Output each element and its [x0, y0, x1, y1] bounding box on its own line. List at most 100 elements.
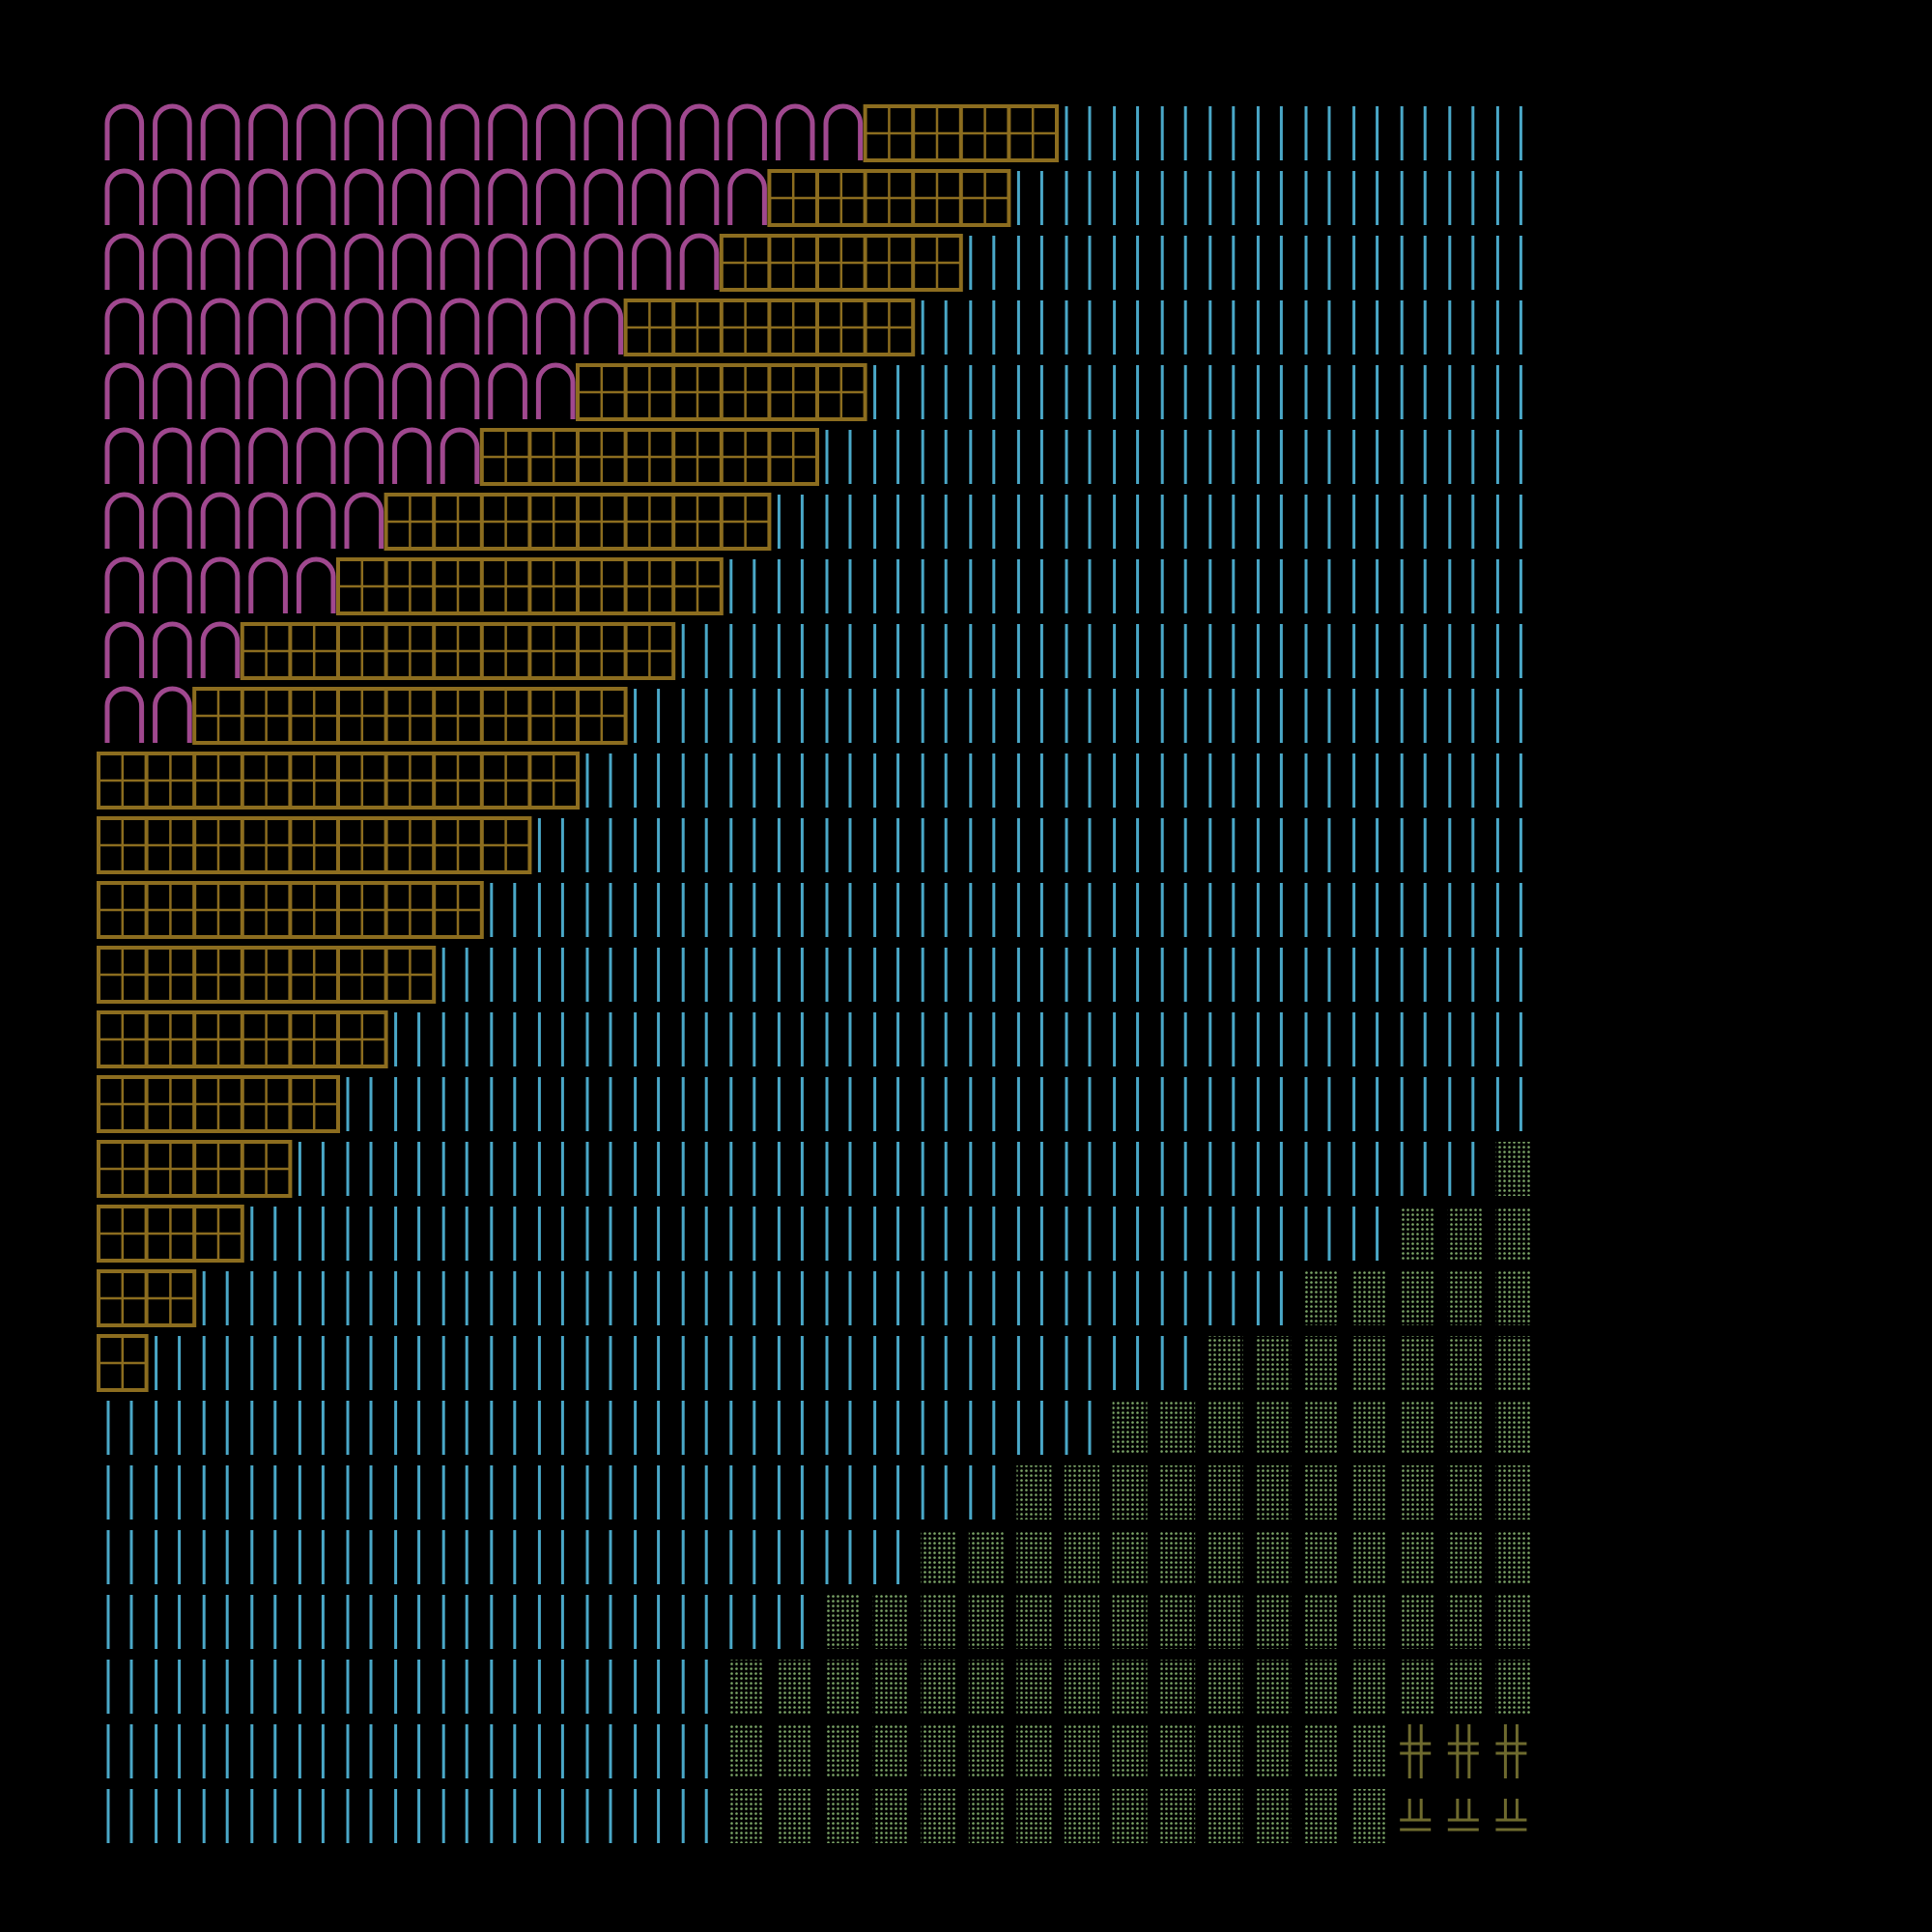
arch-glyph: [104, 621, 145, 678]
arch-glyph: [583, 233, 624, 290]
dot-block: [1256, 1789, 1292, 1843]
arch-glyph: [440, 103, 480, 160]
dot-block: [921, 1789, 956, 1843]
arch-glyph: [679, 103, 720, 160]
arch-glyph: [296, 556, 336, 613]
dot-block: [1208, 1465, 1243, 1520]
arch-glyph: [200, 621, 241, 678]
dot-block: [1112, 1530, 1148, 1584]
arch-glyph: [583, 103, 624, 160]
arch-glyph: [153, 621, 192, 678]
dot-block: [1208, 1595, 1243, 1649]
arch-glyph: [583, 298, 624, 355]
dot-block: [1065, 1595, 1099, 1649]
arch-glyph: [296, 168, 336, 225]
dot-block: [872, 1789, 908, 1843]
dot-block: [1112, 1724, 1148, 1778]
arch-glyph: [535, 103, 576, 160]
dot-block: [1447, 1207, 1483, 1261]
arch-glyph: [200, 427, 241, 484]
dot-block: [1256, 1660, 1292, 1714]
dot-block: [1016, 1724, 1052, 1778]
dot-block: [1016, 1789, 1052, 1843]
dot-block: [968, 1789, 1004, 1843]
arch-glyph: [535, 298, 576, 355]
box-junction-glyph: [1400, 1724, 1432, 1778]
arch-glyph: [248, 168, 288, 225]
arch-glyph: [104, 427, 145, 484]
dot-block: [1065, 1465, 1099, 1520]
arch-glyph: [296, 298, 336, 355]
arch-glyph: [440, 168, 480, 225]
arch-glyph: [248, 233, 288, 290]
arch-glyph: [153, 298, 192, 355]
box-junction-glyph: [1400, 1799, 1432, 1832]
arch-glyph: [153, 168, 192, 225]
dot-block: [968, 1595, 1004, 1649]
dot-block: [1495, 1530, 1531, 1584]
dot-block: [1351, 1271, 1387, 1325]
arch-glyph: [488, 298, 527, 355]
box-junction-glyph: [1447, 1724, 1479, 1778]
arch-glyph: [296, 427, 336, 484]
arch-glyph: [344, 492, 384, 549]
dot-block: [968, 1660, 1004, 1714]
dot-block: [1351, 1401, 1387, 1455]
dot-block: [1160, 1660, 1196, 1714]
arch-glyph: [488, 168, 527, 225]
arch-glyph: [248, 492, 288, 549]
arch-glyph: [296, 233, 336, 290]
arch-glyph: [296, 492, 336, 549]
dot-block: [1160, 1724, 1196, 1778]
dot-block: [1495, 1271, 1531, 1325]
arch-glyph: [535, 168, 576, 225]
arch-glyph: [200, 362, 241, 419]
arch-glyph: [392, 298, 432, 355]
arch-glyph: [679, 233, 720, 290]
dot-block: [1400, 1465, 1435, 1520]
dot-block: [1351, 1660, 1387, 1714]
arch-glyph: [488, 362, 527, 419]
dot-block: [1304, 1401, 1339, 1455]
dot-block: [1495, 1207, 1531, 1261]
dot-block: [1160, 1530, 1196, 1584]
dot-block: [1065, 1530, 1099, 1584]
dot-block: [1304, 1595, 1339, 1649]
arch-glyph: [440, 233, 480, 290]
junction-region: [1400, 1724, 1527, 1832]
dot-block: [968, 1724, 1004, 1778]
arch-glyph: [344, 168, 384, 225]
dot-block: [921, 1530, 956, 1584]
dot-block: [1065, 1660, 1099, 1714]
dot-block: [1400, 1207, 1435, 1261]
arch-glyph: [248, 427, 288, 484]
dot-region: [728, 1142, 1531, 1843]
arch-glyph: [153, 362, 192, 419]
arch-glyph: [200, 103, 241, 160]
dot-block: [1304, 1336, 1339, 1390]
arch-glyph: [679, 168, 720, 225]
dot-block: [1351, 1465, 1387, 1520]
arch-glyph: [200, 492, 241, 549]
dot-block: [1160, 1465, 1196, 1520]
arch-glyph: [104, 556, 145, 613]
dot-block: [1016, 1465, 1052, 1520]
dot-block: [825, 1789, 860, 1843]
box-junction-glyph: [1495, 1724, 1527, 1778]
arch-glyph: [104, 233, 145, 290]
dot-block: [1447, 1401, 1483, 1455]
grid-region: [97, 104, 1059, 1392]
arch-glyph: [104, 492, 145, 549]
arch-glyph: [200, 168, 241, 225]
arch-glyph: [248, 556, 288, 613]
dot-block: [777, 1660, 812, 1714]
arch-glyph: [583, 168, 624, 225]
arch-glyph: [200, 233, 241, 290]
dot-block: [1256, 1595, 1292, 1649]
box-junction-glyph: [1447, 1799, 1479, 1832]
dot-block: [1400, 1401, 1435, 1455]
arch-glyph: [248, 298, 288, 355]
arch-glyph: [296, 103, 336, 160]
dot-block: [1400, 1530, 1435, 1584]
arch-glyph: [153, 427, 192, 484]
